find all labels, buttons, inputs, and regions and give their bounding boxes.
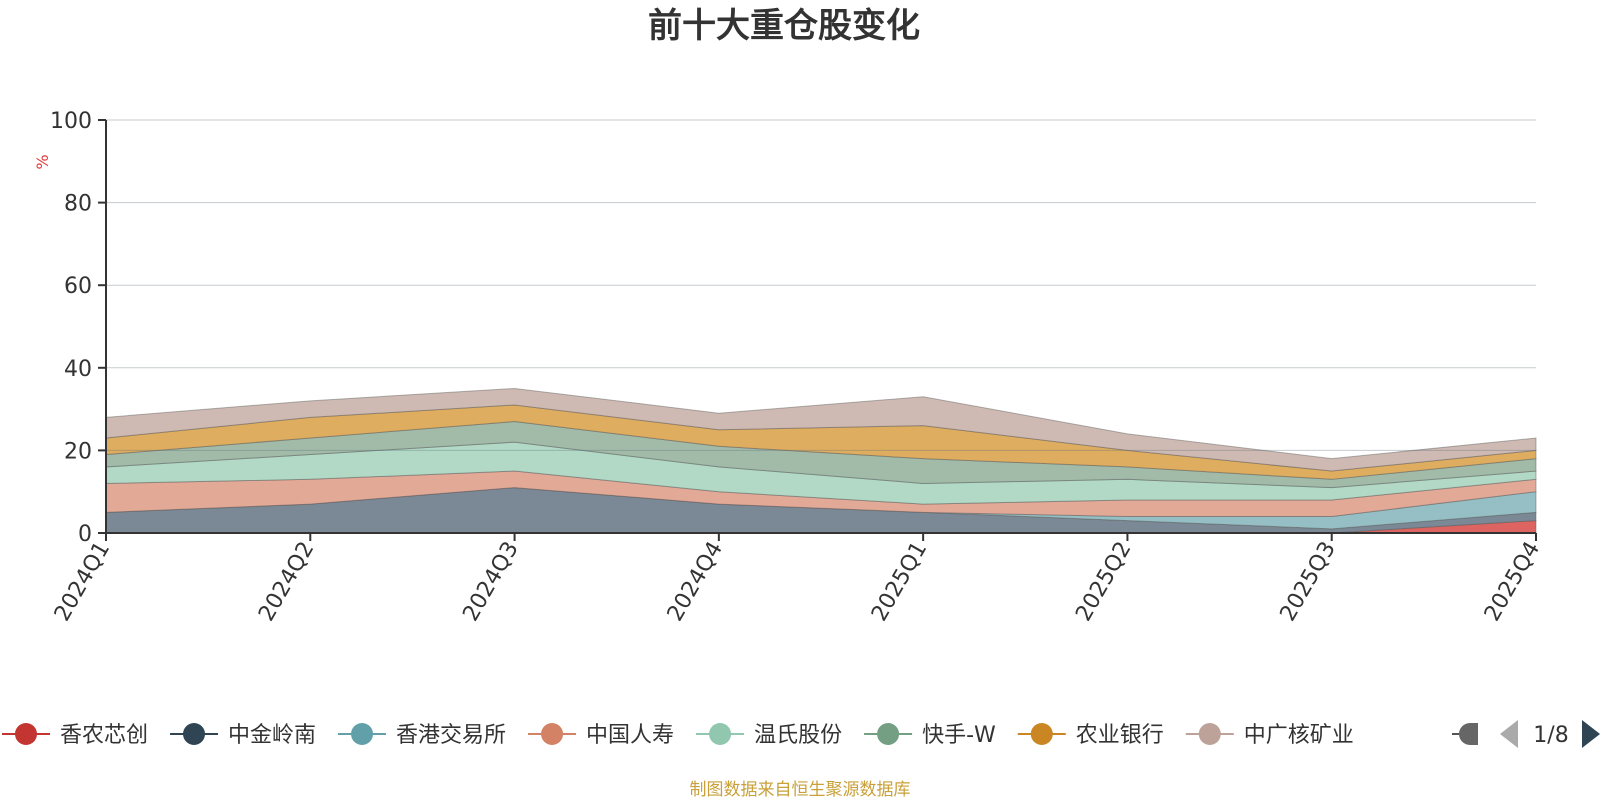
legend-label: 快手-W — [922, 723, 996, 748]
legend-label: 中金岭南 — [228, 723, 316, 748]
legend-page-indicator: 1/8 — [1533, 723, 1568, 748]
legend-label: 中国人寿 — [586, 723, 674, 748]
x-tick-label: 2024Q3 — [458, 538, 523, 626]
x-tick-label: 2024Q1 — [50, 538, 115, 626]
area-series-8 — [105, 387, 1537, 472]
area-series-5 — [105, 441, 1537, 505]
y-tick-label: 60 — [64, 274, 92, 299]
x-tick-label: 2025Q3 — [1276, 538, 1341, 626]
x-tick-label: 2025Q1 — [867, 538, 932, 626]
legend-item-2[interactable]: 中金岭南 — [170, 723, 316, 748]
legend-marker-icon — [877, 723, 900, 745]
y-tick-label: 40 — [64, 357, 92, 382]
legend-marker-icon — [183, 723, 206, 745]
legend-marker-icon — [15, 723, 37, 745]
legend-marker-icon — [541, 723, 564, 745]
legend-overflow-marker-icon — [1459, 723, 1478, 745]
y-tick-label: 80 — [64, 192, 92, 217]
x-tick-label: 2025Q4 — [1480, 538, 1545, 626]
legend-label: 农业银行 — [1076, 723, 1164, 748]
chart-title: 前十大重仓股变化 — [648, 6, 920, 46]
legend-label: 中广核矿业 — [1244, 723, 1354, 748]
legend-marker-icon — [351, 723, 374, 745]
y-tick-label: 0 — [78, 522, 92, 547]
legend-item-8[interactable]: 中广核矿业 — [1185, 723, 1354, 748]
x-tick-label: 2024Q2 — [254, 538, 319, 626]
legend-label: 香农芯创 — [60, 723, 148, 748]
y-tick-label: 20 — [64, 439, 92, 464]
x-ticks: 2024Q1 2024Q2 2024Q3 2024Q4 2025Q1 2025Q2 2025… — [50, 533, 1545, 626]
x-tick-label: 2024Q4 — [663, 538, 728, 626]
legend-item-1[interactable]: 香农芯创 — [2, 723, 148, 748]
legend-next-arrow-icon[interactable] — [1582, 720, 1600, 748]
data-source-note: 制图数据来自恒生聚源数据库 — [690, 780, 911, 800]
legend-marker-icon — [1198, 723, 1221, 745]
plot-areas — [105, 387, 1537, 534]
legend-item-7[interactable]: 农业银行 — [1017, 723, 1164, 748]
y-tick-label: 100 — [50, 109, 92, 134]
x-tick-label: 2025Q2 — [1071, 538, 1136, 626]
legend: 香农芯创 中金岭南 香港交易所 中国人寿 温氏股份 快手-W 农业银行 中广核矿业 — [2, 723, 1478, 748]
legend-marker-icon — [709, 723, 732, 745]
grid-lines — [106, 119, 1536, 451]
area-series-4 — [105, 470, 1537, 517]
legend-pager: 1/8 — [1500, 720, 1600, 748]
legend-prev-arrow-icon[interactable] — [1500, 720, 1518, 748]
area-series-6 — [105, 420, 1537, 489]
y-ticks: 0 20 40 60 80 100 — [50, 109, 106, 547]
legend-item-5[interactable]: 温氏股份 — [696, 723, 842, 748]
area-series-3 — [105, 487, 1537, 530]
legend-label: 香港交易所 — [396, 723, 506, 748]
area-series-7 — [105, 404, 1537, 480]
axes — [105, 120, 1536, 534]
y-axis-unit: % — [33, 154, 52, 169]
legend-item-3[interactable]: 香港交易所 — [338, 723, 506, 748]
legend-item-6[interactable]: 快手-W — [864, 723, 996, 748]
legend-marker-icon — [1030, 723, 1053, 745]
legend-item-4[interactable]: 中国人寿 — [528, 723, 674, 748]
legend-label: 温氏股份 — [754, 723, 842, 748]
